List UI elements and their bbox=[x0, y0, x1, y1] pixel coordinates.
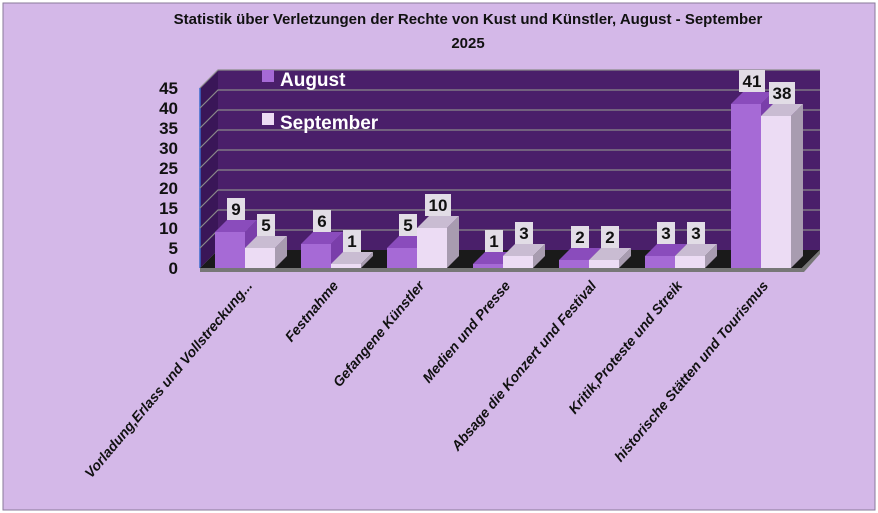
legend-swatch-september bbox=[262, 113, 274, 125]
data-label-box bbox=[399, 214, 417, 236]
bar-side bbox=[275, 236, 287, 268]
bar-august bbox=[731, 104, 761, 268]
bar-top bbox=[503, 244, 545, 256]
data-label-box bbox=[571, 226, 589, 248]
bar-august bbox=[387, 248, 417, 268]
bar-side bbox=[533, 244, 545, 268]
bar-top bbox=[761, 104, 803, 116]
y-tick-label: 0 bbox=[169, 259, 178, 278]
legend-swatch-august bbox=[262, 70, 274, 82]
bar-top bbox=[417, 216, 459, 228]
y-tick-label: 25 bbox=[159, 159, 178, 178]
bar-side bbox=[619, 248, 631, 268]
bar-august bbox=[645, 256, 675, 268]
bar-september bbox=[417, 228, 447, 268]
y-tick-label: 45 bbox=[159, 79, 178, 98]
bar-august bbox=[301, 244, 331, 268]
data-label: 1 bbox=[489, 232, 498, 251]
data-label-box bbox=[739, 70, 765, 92]
bar-top bbox=[589, 248, 631, 260]
bar-august bbox=[215, 232, 245, 268]
data-label-box bbox=[313, 210, 331, 232]
data-label-box bbox=[227, 198, 245, 220]
gridline bbox=[199, 129, 820, 149]
data-label: 3 bbox=[661, 224, 670, 243]
side-wall bbox=[200, 70, 218, 268]
data-label: 3 bbox=[519, 224, 528, 243]
data-label-box bbox=[601, 226, 619, 248]
data-label: 2 bbox=[575, 228, 584, 247]
floor-edge bbox=[200, 250, 820, 272]
bar-top bbox=[245, 236, 287, 248]
chart-title-line2: 2025 bbox=[451, 35, 484, 52]
data-label-box bbox=[657, 222, 675, 244]
bar-top bbox=[645, 244, 687, 256]
bar-top bbox=[301, 232, 343, 244]
data-label: 6 bbox=[317, 212, 326, 231]
gridline bbox=[199, 109, 820, 129]
data-label: 38 bbox=[773, 84, 792, 103]
y-tick-label: 35 bbox=[159, 119, 178, 138]
gridline bbox=[199, 189, 820, 209]
data-label-box bbox=[515, 222, 533, 244]
bar-side bbox=[447, 216, 459, 268]
back-wall bbox=[218, 70, 820, 250]
bar-side bbox=[705, 244, 717, 268]
y-tick-label: 20 bbox=[159, 179, 178, 198]
bar-top bbox=[731, 92, 773, 104]
bar-top bbox=[331, 252, 373, 264]
y-tick-label: 30 bbox=[159, 139, 178, 158]
gridline bbox=[199, 169, 820, 189]
y-tick-label: 5 bbox=[169, 239, 178, 258]
legend-label-august: August bbox=[280, 70, 346, 91]
y-tick-label: 10 bbox=[159, 219, 178, 238]
bar-september bbox=[245, 248, 275, 268]
chart-title-line1: Statistik über Verletzungen der Rechte v… bbox=[174, 11, 763, 28]
bar-september bbox=[331, 264, 361, 268]
bar-top bbox=[675, 244, 717, 256]
data-label-box bbox=[257, 214, 275, 236]
y-tick-label: 40 bbox=[159, 99, 178, 118]
data-label: 1 bbox=[347, 232, 356, 251]
data-label: 5 bbox=[261, 216, 270, 235]
gridline bbox=[199, 89, 820, 109]
data-label-box bbox=[343, 230, 361, 252]
bar-august bbox=[473, 264, 503, 268]
data-label-box bbox=[425, 194, 451, 216]
bar-top bbox=[215, 220, 257, 232]
data-label: 2 bbox=[605, 228, 614, 247]
data-label-box bbox=[687, 222, 705, 244]
data-label: 10 bbox=[429, 196, 448, 215]
bar-august bbox=[559, 260, 589, 268]
data-label-box bbox=[485, 230, 503, 252]
gridline bbox=[199, 69, 820, 89]
y-tick-label: 15 bbox=[159, 199, 178, 218]
bar-september bbox=[761, 116, 791, 268]
gridline bbox=[199, 149, 820, 169]
data-label: 41 bbox=[743, 72, 762, 91]
data-label: 9 bbox=[231, 200, 240, 219]
data-label-box bbox=[769, 82, 795, 104]
bar-september bbox=[589, 260, 619, 268]
bar-september bbox=[675, 256, 705, 268]
data-label: 3 bbox=[691, 224, 700, 243]
bar-top bbox=[559, 248, 601, 260]
bar-side bbox=[791, 104, 803, 268]
bar-september bbox=[503, 256, 533, 268]
bar-side bbox=[361, 252, 373, 268]
data-label: 5 bbox=[403, 216, 412, 235]
gridline bbox=[199, 209, 820, 229]
legend-label-september: September bbox=[280, 113, 379, 134]
